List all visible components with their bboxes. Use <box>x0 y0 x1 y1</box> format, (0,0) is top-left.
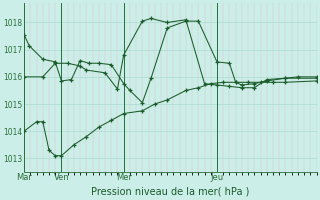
X-axis label: Pression niveau de la mer( hPa ): Pression niveau de la mer( hPa ) <box>91 187 250 197</box>
